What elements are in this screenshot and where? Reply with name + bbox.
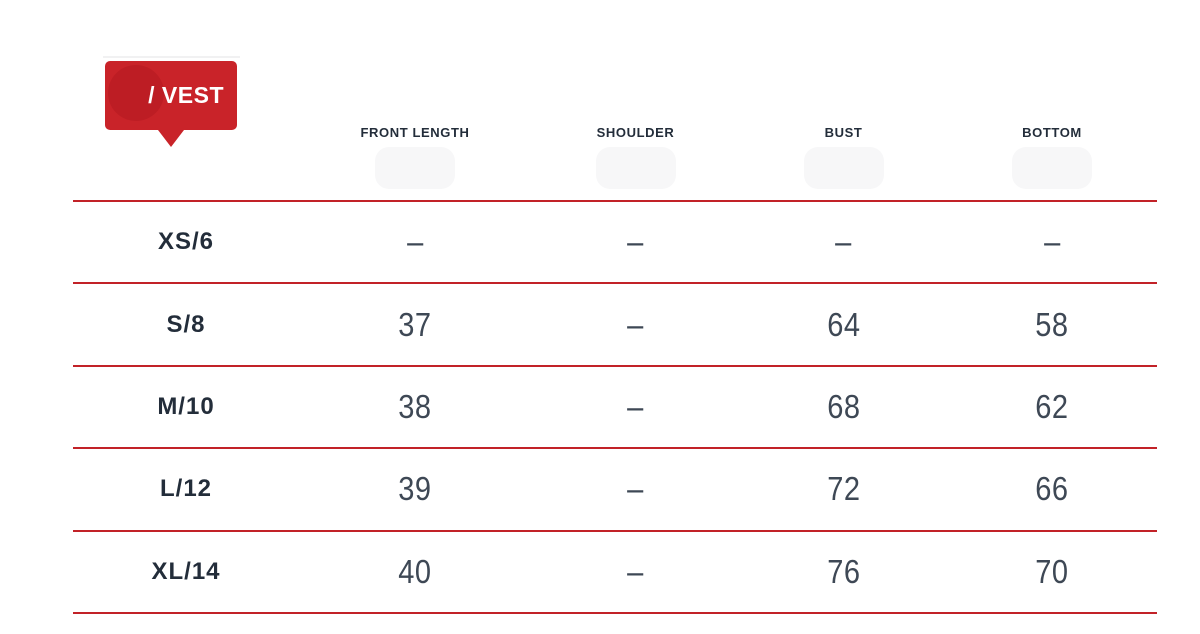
cell-value: 64 bbox=[826, 305, 861, 343]
ghost-placeholder-row bbox=[73, 146, 1157, 190]
size-label: XS/6 bbox=[157, 228, 215, 256]
table-row-xs: XS/6 – – – – bbox=[73, 200, 1157, 282]
cell-value: – bbox=[627, 305, 644, 343]
cell-bust: 76 bbox=[740, 532, 947, 612]
cell-value: – bbox=[627, 387, 644, 425]
cell-value: 72 bbox=[826, 470, 861, 508]
ghost-spacer bbox=[73, 146, 299, 190]
cell-shoulder: – bbox=[531, 449, 740, 529]
cell-front-length: 40 bbox=[299, 532, 531, 612]
cell-bottom: 58 bbox=[947, 284, 1157, 364]
cell-value: – bbox=[1043, 223, 1061, 261]
cell-front-length: 37 bbox=[299, 284, 531, 364]
size-label: XL/14 bbox=[151, 557, 221, 585]
cell-bottom: 66 bbox=[947, 449, 1157, 529]
size-label: L/12 bbox=[159, 475, 213, 503]
ghost-box bbox=[1012, 147, 1092, 189]
cell-shoulder: – bbox=[531, 202, 740, 282]
column-header-shoulder: SHOULDER bbox=[596, 124, 675, 140]
cell-value: 76 bbox=[826, 552, 861, 590]
cell-value: 39 bbox=[398, 470, 432, 508]
cell-value: 58 bbox=[1035, 305, 1069, 343]
badge-label: / VEST bbox=[148, 82, 224, 108]
size-label: S/8 bbox=[166, 310, 206, 338]
cell-shoulder: – bbox=[531, 284, 740, 364]
cell-front-length: – bbox=[299, 202, 531, 282]
cell-bust: 72 bbox=[740, 449, 947, 529]
column-header-bottom: BOTTOM bbox=[1022, 124, 1082, 140]
table-row-l: L/12 39 – 72 66 bbox=[73, 447, 1157, 529]
cell-shoulder: – bbox=[531, 367, 740, 447]
ghost-cell bbox=[740, 146, 947, 190]
cell-bottom: – bbox=[947, 202, 1157, 282]
cell-value: 66 bbox=[1035, 470, 1069, 508]
table-header-row: FRONT LENGTH SHOULDER BUST BOTTOM bbox=[73, 120, 1157, 144]
cell-value: 40 bbox=[398, 552, 432, 590]
table-row-m: M/10 38 – 68 62 bbox=[73, 364, 1157, 447]
cell-value: – bbox=[627, 223, 644, 261]
cell-value: – bbox=[627, 470, 644, 508]
ghost-cell bbox=[947, 146, 1157, 190]
size-label: M/10 bbox=[157, 392, 215, 420]
badge-pointer-icon bbox=[158, 130, 184, 147]
cell-bust: 64 bbox=[740, 284, 947, 364]
ghost-cell bbox=[299, 146, 531, 190]
cell-value: 37 bbox=[398, 305, 432, 343]
category-badge: / VEST bbox=[105, 61, 237, 147]
cell-shoulder: – bbox=[531, 532, 740, 612]
cell-bottom: 70 bbox=[947, 532, 1157, 612]
cell-value: 38 bbox=[398, 387, 432, 425]
faint-measure-line bbox=[103, 56, 240, 58]
column-header-size-spacer bbox=[73, 120, 299, 144]
cell-value: – bbox=[835, 223, 852, 261]
size-table: XS/6 – – – – S/8 37 – 64 58 M/10 38 – 68… bbox=[73, 200, 1157, 614]
column-header-bust: BUST bbox=[824, 124, 863, 140]
cell-value: 70 bbox=[1035, 552, 1069, 590]
cell-value: – bbox=[406, 223, 424, 261]
table-row-xl: XL/14 40 – 76 70 bbox=[73, 529, 1157, 612]
ghost-box bbox=[375, 147, 455, 189]
cell-bottom: 62 bbox=[947, 367, 1157, 447]
cell-bust: – bbox=[740, 202, 947, 282]
cell-value: – bbox=[627, 552, 644, 590]
ghost-box bbox=[803, 147, 884, 189]
cell-bust: 68 bbox=[740, 367, 947, 447]
cell-front-length: 38 bbox=[299, 367, 531, 447]
table-row-s: S/8 37 – 64 58 bbox=[73, 282, 1157, 364]
badge-circle-icon bbox=[108, 65, 164, 121]
ghost-cell bbox=[531, 146, 740, 190]
cell-value: 62 bbox=[1035, 387, 1069, 425]
ghost-box bbox=[595, 147, 676, 189]
cell-front-length: 39 bbox=[299, 449, 531, 529]
column-header-front-length: FRONT LENGTH bbox=[360, 124, 470, 140]
cell-value: 68 bbox=[826, 387, 861, 425]
